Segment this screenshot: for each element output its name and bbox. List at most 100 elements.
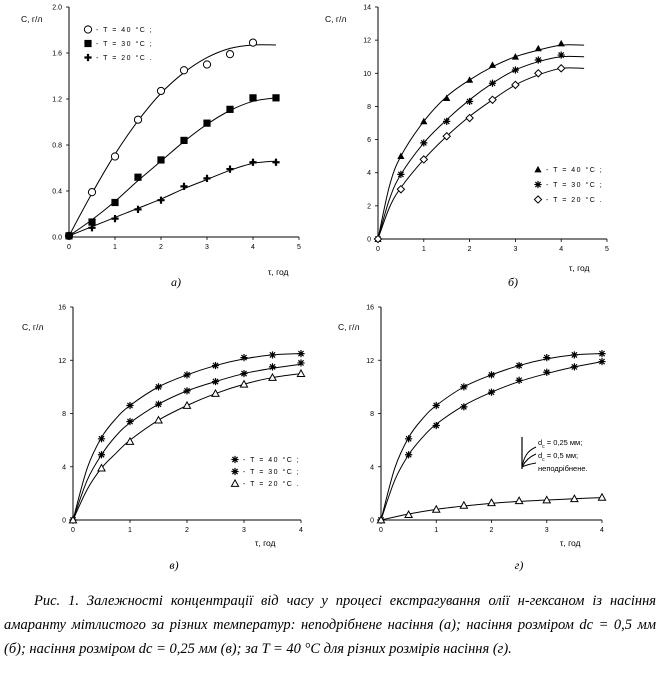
y-tick-label: 12 (363, 38, 371, 45)
data-point (396, 184, 406, 194)
x-tick-label: 0 (67, 244, 71, 251)
x-tick-label: 5 (297, 244, 301, 251)
y-tick-label: 1.2 (52, 97, 62, 104)
y-tick-label: 12 (58, 358, 66, 365)
data-point (134, 205, 142, 213)
y-axis-label: С, г/л (325, 14, 346, 24)
data-point (569, 494, 579, 503)
axes (380, 307, 602, 521)
legend-marker (83, 25, 93, 34)
x-tick-label: 3 (205, 244, 209, 251)
data-point (268, 372, 277, 381)
legend-marker (231, 455, 239, 464)
fit-curve (380, 353, 603, 521)
y-tick-label: 0 (62, 518, 66, 525)
data-point (443, 94, 451, 102)
data-point (240, 369, 248, 378)
x-tick-label: 2 (468, 246, 472, 253)
figure-caption: Рис. 1. Залежності концентрації від часу… (4, 593, 656, 657)
data-point (405, 451, 413, 459)
data-point (487, 371, 496, 379)
data-point (157, 156, 165, 164)
data-point (154, 400, 163, 408)
y-tick-label: 16 (58, 305, 66, 312)
panel-label: г) (515, 558, 524, 572)
data-point (203, 174, 211, 182)
data-point (134, 173, 142, 181)
data-point (487, 388, 496, 396)
x-tick-label: 5 (605, 246, 609, 253)
legend-entry: неподрібнене. (538, 464, 588, 473)
y-tick-label: 12 (366, 358, 374, 365)
panel-label: б) (508, 275, 518, 289)
legend-entry: - T = 40 °C ; (243, 456, 300, 464)
legend-entry: - T = 40 °C ; (546, 166, 603, 174)
legend-entry: - T = 30 °C ; (96, 40, 153, 48)
data-point (268, 363, 277, 371)
data-point (125, 436, 135, 445)
data-point (488, 79, 497, 87)
legend-entry: - T = 40 °C ; (96, 26, 153, 34)
data-point (515, 361, 523, 370)
data-point (511, 80, 520, 90)
x-tick-label: 0 (71, 527, 75, 534)
data-point (373, 234, 383, 244)
series-1 (374, 39, 585, 242)
legend-entry: - T = 20 °C . (546, 196, 603, 204)
legend-entry: - T = 30 °C ; (243, 468, 300, 476)
y-tick-label: 4 (367, 170, 371, 177)
data-point (226, 165, 234, 173)
legend-marker (84, 39, 92, 48)
data-point (597, 492, 607, 501)
data-point (466, 76, 474, 83)
data-point (442, 131, 452, 141)
fit-curve (68, 44, 277, 237)
data-point (111, 215, 119, 223)
data-point (97, 451, 106, 459)
data-point (297, 349, 305, 358)
y-tick-label: 16 (366, 305, 374, 312)
x-tick-label: 0 (379, 527, 383, 534)
data-point (88, 218, 96, 226)
legend-entry: dc = 0,5 мм; (538, 451, 578, 463)
data-point (420, 117, 428, 125)
data-point (511, 53, 519, 60)
legend-entry: dc = 0,25 мм; (538, 438, 582, 450)
legend: - T = 40 °C ; - T = 30 °C ; - T = 20 °C . (533, 165, 603, 204)
data-point (154, 415, 163, 424)
data-point (65, 232, 73, 240)
data-point (511, 66, 519, 74)
data-point (533, 68, 543, 78)
legend: dc = 0,25 мм;dc = 0,5 мм;неподрібнене. (521, 437, 588, 473)
fit-curve (68, 97, 277, 237)
data-point (557, 51, 565, 59)
x-tick-label: 4 (600, 527, 604, 534)
data-point (443, 117, 451, 125)
fit-curve (68, 160, 277, 237)
data-point (154, 383, 163, 391)
y-tick-label: 4 (62, 464, 66, 471)
data-point (179, 66, 189, 75)
data-point (68, 515, 78, 524)
x-tick-label: 1 (422, 246, 426, 253)
data-point (133, 115, 143, 124)
data-point (488, 61, 497, 68)
data-point (419, 155, 429, 164)
series-3 (376, 492, 607, 524)
data-point (156, 86, 166, 96)
y-tick-label: 8 (62, 411, 66, 418)
data-point (405, 435, 413, 443)
legend-marker (533, 195, 543, 204)
data-point (534, 44, 542, 52)
y-tick-label: 0 (370, 518, 374, 525)
data-point (459, 500, 469, 509)
data-point (249, 94, 257, 102)
y-tick-label: 1.6 (52, 51, 62, 58)
data-point (87, 188, 97, 197)
x-tick-label: 2 (185, 527, 189, 534)
legend-entry: - T = 20 °C . (243, 480, 300, 488)
x-axis-label: τ, год (255, 538, 276, 548)
data-point (211, 377, 220, 386)
